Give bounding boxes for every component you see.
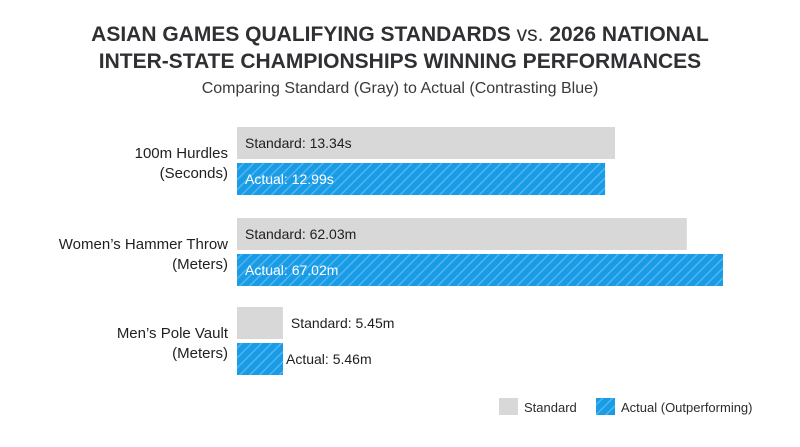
chart-title-line1: ASIAN GAMES QUALIFYING STANDARDS vs. 202… [91,23,709,46]
bar-actual-polevault [237,343,283,375]
category-label-hurdles-line1: 100m Hurdles [135,145,228,162]
bar-standard-polevault [237,307,283,339]
bar-label-standard-hammer: Standard: 62.03m [245,226,356,242]
category-label-hammer-line1: Women’s Hammer Throw [59,236,228,253]
legend-swatch-standard [499,398,518,415]
bars-group: Standard: 13.34s Actual: 12.99s Standard: … [237,127,723,375]
legend-swatch-actual [596,398,615,415]
bar-label-standard-hurdles: Standard: 13.34s [245,135,352,151]
title-vs: vs. [517,23,544,46]
bar-standard-hammer [237,218,687,250]
bar-standard-hurdles [237,127,615,159]
category-labels: 100m Hurdles (Seconds) Women’s Hammer Thro… [59,145,229,362]
category-label-polevault-line1: Men’s Pole Vault [117,325,229,342]
category-label-hurdles-line2: (Seconds) [160,165,228,182]
chart-subtitle: Comparing Standard (Gray) to Actual (Con… [202,80,599,97]
bar-actual-hammer [237,254,723,286]
bar-label-actual-hurdles: Actual: 12.99s [245,171,334,187]
legend-label-standard: Standard [524,400,577,415]
bar-label-standard-polevault: Standard: 5.45m [291,315,395,331]
category-label-polevault-line2: (Meters) [172,345,228,362]
legend: Standard Actual (Outperforming) [499,398,753,415]
bar-label-actual-polevault: Actual: 5.46m [286,351,372,367]
legend-label-actual: Actual (Outperforming) [621,400,753,415]
bar-actual-hurdles [237,163,606,195]
chart-title-line2: INTER-STATE CHAMPIONSHIPS WINNING PERFOR… [99,50,701,73]
category-label-hammer-line2: (Meters) [172,256,228,273]
bar-label-actual-hammer: Actual: 67.02m [245,262,338,278]
